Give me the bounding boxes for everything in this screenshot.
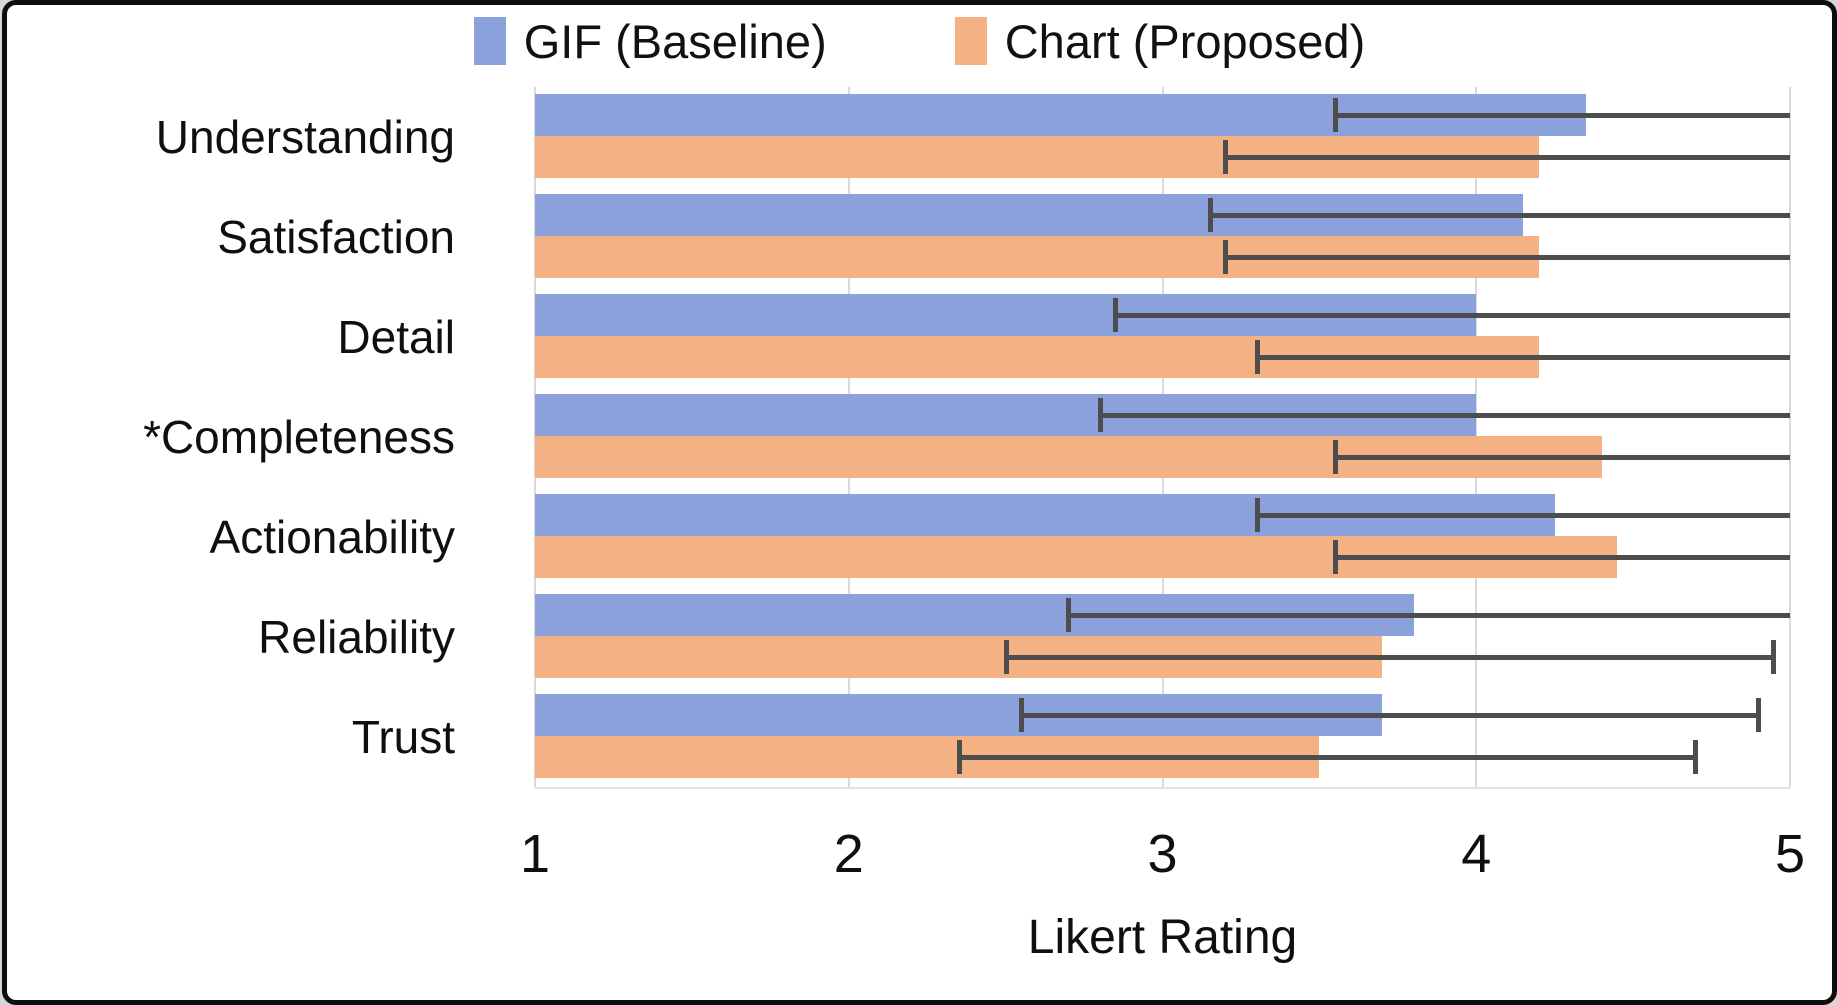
category-label: Reliability bbox=[258, 611, 455, 663]
error-bar-cap-low bbox=[1066, 598, 1072, 632]
error-bar-cap-low bbox=[1003, 640, 1009, 674]
error-bar-cap-low bbox=[1207, 198, 1213, 232]
error-bar-cap-low bbox=[1333, 98, 1339, 132]
bar-row bbox=[535, 187, 1790, 287]
legend-item-gif-baseline: GIF (Baseline) bbox=[473, 14, 827, 68]
x-tick-label-4: 4 bbox=[1461, 824, 1492, 884]
error-bar bbox=[1335, 554, 1790, 560]
category-label: Detail bbox=[337, 311, 455, 363]
category-labels: Understanding Satisfaction Detail *Complete… bbox=[7, 87, 455, 787]
error-bar-cap-low bbox=[1223, 240, 1229, 274]
bar-row bbox=[535, 87, 1790, 187]
error-bar-cap-low bbox=[1113, 298, 1119, 332]
bar-row bbox=[535, 387, 1790, 487]
category-label: Understanding bbox=[155, 111, 455, 163]
error-bar bbox=[1335, 454, 1790, 460]
error-bar bbox=[1225, 154, 1790, 160]
legend-item-chart-proposed: Chart (Proposed) bbox=[954, 14, 1366, 68]
legend: GIF (Baseline) Chart (Proposed) bbox=[7, 17, 1832, 65]
error-bar bbox=[1021, 712, 1759, 718]
error-bar-cap-high bbox=[1755, 698, 1761, 732]
x-tick-label-5: 5 bbox=[1774, 824, 1806, 884]
x-axis-ticks: 1 2 3 4 5 bbox=[520, 823, 1805, 893]
legend-swatch-chart-proposed bbox=[954, 17, 987, 65]
legend-label-gif-baseline: GIF (Baseline) bbox=[523, 14, 827, 68]
error-bar bbox=[958, 754, 1696, 760]
gridline-5 bbox=[1789, 87, 1791, 787]
bar-row bbox=[535, 287, 1790, 387]
x-tick-label-3: 3 bbox=[1147, 824, 1178, 884]
error-bar-cap-high bbox=[1692, 740, 1698, 774]
bar-row bbox=[535, 687, 1790, 787]
category-label: Actionability bbox=[209, 511, 455, 563]
x-axis-title: Likert Rating bbox=[1027, 911, 1298, 964]
category-label: Satisfaction bbox=[217, 211, 455, 263]
legend-label-chart-proposed: Chart (Proposed) bbox=[1004, 14, 1366, 68]
error-bar-cap-low bbox=[1223, 140, 1229, 174]
error-bar-cap-low bbox=[1097, 398, 1103, 432]
error-bar-cap-low bbox=[1254, 498, 1260, 532]
error-bar bbox=[1256, 512, 1790, 518]
error-bar-cap-low bbox=[1254, 340, 1260, 374]
error-bar bbox=[1068, 612, 1790, 618]
error-bar bbox=[1256, 354, 1790, 360]
legend-swatch-gif-baseline bbox=[473, 17, 506, 65]
error-bar bbox=[1225, 254, 1790, 260]
error-bar bbox=[1209, 212, 1790, 218]
error-bar bbox=[1115, 312, 1790, 318]
error-bar bbox=[1099, 412, 1790, 418]
x-tick-label-1: 1 bbox=[519, 824, 551, 884]
category-label: *Completeness bbox=[143, 411, 455, 463]
category-label: Trust bbox=[351, 711, 455, 763]
bar-row bbox=[535, 487, 1790, 587]
plot-area bbox=[534, 87, 1791, 789]
error-bar-cap-low bbox=[1333, 540, 1339, 574]
x-tick-label-2: 2 bbox=[833, 824, 864, 884]
error-bar-cap-high bbox=[1771, 640, 1777, 674]
error-bar-cap-low bbox=[956, 740, 962, 774]
error-bar-cap-low bbox=[1019, 698, 1025, 732]
error-bar-cap-low bbox=[1333, 440, 1339, 474]
bar-row bbox=[535, 587, 1790, 687]
error-bar bbox=[1335, 112, 1790, 118]
error-bar bbox=[1005, 654, 1775, 660]
